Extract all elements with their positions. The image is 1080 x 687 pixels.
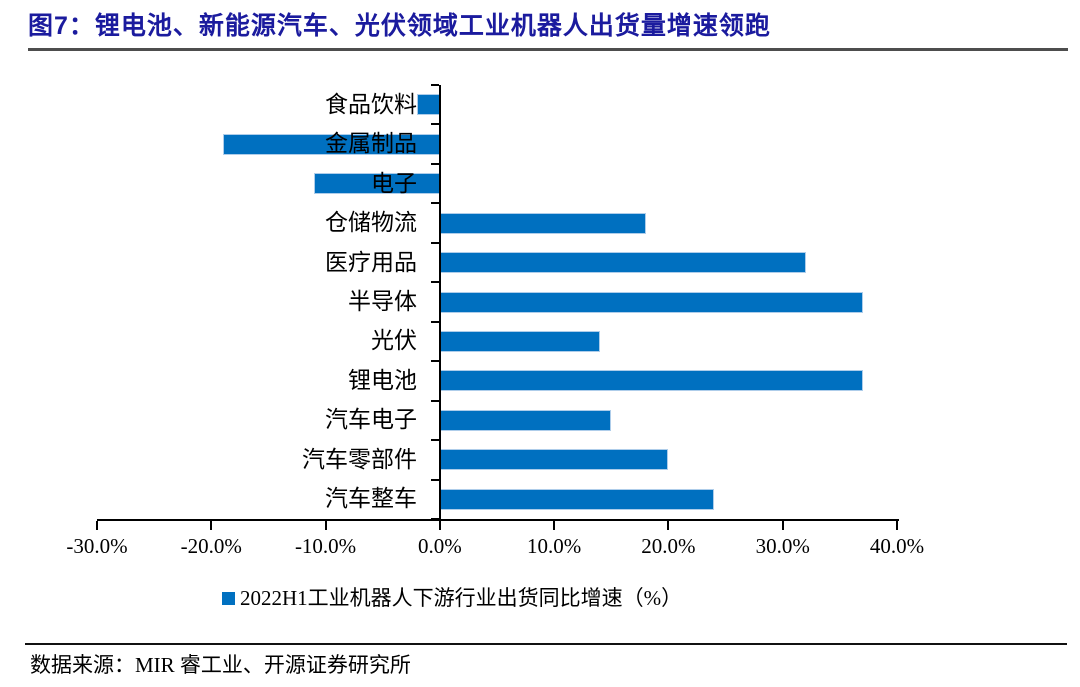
data-source: 数据来源：MIR 睿工业、开源证券研究所 bbox=[30, 653, 411, 677]
x-axis-tick bbox=[438, 521, 441, 530]
category-label: 半导体 bbox=[348, 289, 417, 314]
bar bbox=[439, 488, 715, 510]
legend: 2022H1工业机器人下游行业出货同比增速（%） bbox=[222, 584, 682, 612]
category-label: 医疗用品 bbox=[325, 249, 417, 275]
y-axis-tick bbox=[430, 84, 439, 86]
bar bbox=[439, 330, 600, 352]
x-axis-tick-label: 40.0% bbox=[869, 534, 925, 558]
x-axis-tick bbox=[210, 521, 213, 530]
bar bbox=[439, 449, 669, 471]
category-label: 食品饮料 bbox=[325, 91, 417, 117]
bar bbox=[439, 212, 646, 234]
x-axis-tick-label: -10.0% bbox=[294, 534, 357, 558]
y-axis-tick bbox=[430, 202, 439, 205]
x-axis-tick bbox=[553, 521, 556, 530]
figure-title: 图7：锂电池、新能源汽车、光伏领域工业机器人出货量增速领跑 bbox=[28, 12, 771, 40]
x-axis-tick bbox=[896, 521, 898, 530]
x-axis-tick-label: 10.0% bbox=[527, 534, 582, 558]
footer-divider bbox=[25, 643, 1067, 645]
legend-swatch-icon bbox=[222, 591, 235, 605]
x-axis-line bbox=[97, 519, 899, 521]
x-axis-tick bbox=[667, 521, 670, 530]
y-axis-tick bbox=[430, 399, 439, 402]
x-axis-tick bbox=[324, 521, 327, 530]
x-axis-tick bbox=[96, 521, 98, 530]
y-axis-tick bbox=[430, 320, 439, 323]
bar bbox=[439, 291, 863, 313]
x-axis-tick-label: 20.0% bbox=[641, 534, 696, 558]
y-axis-tick bbox=[430, 281, 439, 284]
category-label: 电子 bbox=[371, 170, 417, 196]
category-label: 锂电池 bbox=[348, 367, 417, 393]
y-axis-tick bbox=[430, 123, 439, 126]
y-axis-tick bbox=[430, 360, 439, 363]
category-label: 汽车电子 bbox=[325, 407, 417, 433]
legend-label: 2022H1工业机器人下游行业出货同比增速（%） bbox=[240, 586, 683, 610]
x-axis-tick-label: 0.0% bbox=[417, 534, 462, 558]
x-axis-tick-label: 30.0% bbox=[755, 534, 810, 558]
bar-chart: 2022H1工业机器人下游行业出货同比增速（%） 食品饮料金属制品电子仓储物流医… bbox=[66, 84, 925, 612]
y-axis-tick bbox=[430, 162, 439, 165]
bar bbox=[439, 252, 806, 274]
category-label: 汽车零部件 bbox=[302, 446, 417, 472]
category-label: 金属制品 bbox=[325, 131, 417, 157]
y-axis-tick bbox=[430, 478, 439, 481]
x-axis-tick-label: -30.0% bbox=[66, 534, 128, 558]
category-label: 仓储物流 bbox=[325, 210, 417, 236]
x-axis-tick bbox=[781, 521, 784, 530]
y-axis-line bbox=[438, 85, 441, 521]
bar bbox=[439, 370, 863, 392]
title-divider bbox=[28, 48, 1068, 51]
y-axis-tick bbox=[430, 241, 439, 244]
bar bbox=[439, 409, 612, 431]
category-label: 光伏 bbox=[371, 328, 417, 354]
x-axis-tick-label: -20.0% bbox=[180, 534, 242, 558]
category-label: 汽车整车 bbox=[325, 486, 417, 512]
bar bbox=[417, 94, 440, 116]
y-axis-tick bbox=[430, 439, 439, 442]
